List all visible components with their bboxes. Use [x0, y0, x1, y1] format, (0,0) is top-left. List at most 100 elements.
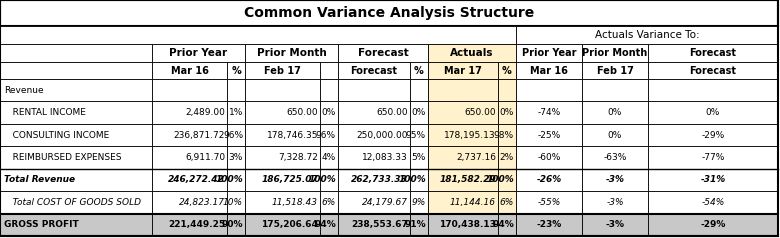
Bar — [410, 62, 428, 79]
Text: -60%: -60% — [537, 153, 561, 162]
Bar — [338, 191, 410, 213]
Text: Revenue: Revenue — [4, 86, 44, 95]
Text: 94%: 94% — [314, 220, 336, 229]
Text: 96%: 96% — [316, 131, 336, 139]
Text: 178,195.13: 178,195.13 — [445, 131, 496, 139]
Bar — [0, 146, 152, 169]
Text: 250,000.00: 250,000.00 — [356, 131, 408, 139]
Bar — [227, 124, 245, 146]
Bar — [516, 26, 778, 44]
Bar — [410, 146, 428, 169]
Bar — [582, 62, 648, 79]
Bar — [410, 169, 428, 191]
Text: -54%: -54% — [701, 198, 725, 207]
Text: -3%: -3% — [606, 198, 624, 207]
Bar — [152, 169, 227, 191]
Text: 2,737.16: 2,737.16 — [456, 153, 496, 162]
Text: Forecast: Forecast — [350, 65, 398, 75]
Text: CONSULTING INCOME: CONSULTING INCOME — [4, 131, 109, 139]
Text: Forecast: Forecast — [690, 48, 736, 58]
Bar — [245, 146, 320, 169]
Bar — [498, 146, 516, 169]
Bar — [428, 44, 516, 62]
Text: Total Revenue: Total Revenue — [4, 175, 75, 184]
Bar — [428, 213, 498, 236]
Bar — [245, 62, 320, 79]
Text: 94%: 94% — [492, 220, 514, 229]
Bar — [227, 79, 245, 101]
Text: 650.00: 650.00 — [286, 108, 318, 117]
Bar — [648, 62, 778, 79]
Bar — [428, 124, 498, 146]
Text: 650.00: 650.00 — [377, 108, 408, 117]
Text: 0%: 0% — [608, 131, 622, 139]
Text: 181,582.29: 181,582.29 — [439, 175, 496, 184]
Bar — [245, 124, 320, 146]
Bar — [0, 62, 152, 79]
Bar — [516, 213, 582, 236]
Text: 98%: 98% — [494, 131, 514, 139]
Bar — [0, 79, 152, 101]
Text: 91%: 91% — [404, 220, 426, 229]
Text: 96%: 96% — [223, 131, 243, 139]
Bar — [0, 0, 778, 26]
Bar — [152, 191, 227, 213]
Text: Forecast: Forecast — [357, 48, 409, 58]
Text: -25%: -25% — [537, 131, 561, 139]
Text: Common Variance Analysis Structure: Common Variance Analysis Structure — [244, 6, 534, 20]
Bar — [338, 62, 410, 79]
Bar — [0, 124, 152, 146]
Bar — [152, 44, 245, 62]
Bar — [227, 62, 245, 79]
Bar — [227, 169, 245, 191]
Text: %: % — [502, 65, 512, 75]
Bar — [498, 124, 516, 146]
Bar — [582, 124, 648, 146]
Bar — [582, 169, 648, 191]
Text: 0%: 0% — [500, 108, 514, 117]
Bar — [516, 101, 582, 124]
Bar — [227, 101, 245, 124]
Text: 0%: 0% — [412, 108, 426, 117]
Bar — [152, 101, 227, 124]
Text: 650.00: 650.00 — [464, 108, 496, 117]
Bar — [245, 213, 320, 236]
Bar — [582, 191, 648, 213]
Bar — [245, 191, 320, 213]
Bar — [516, 146, 582, 169]
Bar — [227, 146, 245, 169]
Bar — [516, 124, 582, 146]
Bar — [516, 62, 582, 79]
Bar — [152, 124, 227, 146]
Bar — [648, 146, 778, 169]
Text: 3%: 3% — [229, 153, 243, 162]
Text: GROSS PROFIT: GROSS PROFIT — [4, 220, 79, 229]
Text: 178,746.35: 178,746.35 — [267, 131, 318, 139]
Text: -26%: -26% — [537, 175, 562, 184]
Bar — [582, 213, 648, 236]
Bar — [0, 191, 152, 213]
Text: -3%: -3% — [605, 175, 625, 184]
Text: 11,518.43: 11,518.43 — [272, 198, 318, 207]
Bar — [516, 191, 582, 213]
Bar — [498, 191, 516, 213]
Text: 236,871.72: 236,871.72 — [174, 131, 225, 139]
Text: Actuals Variance To:: Actuals Variance To: — [594, 30, 700, 40]
Text: Prior Month: Prior Month — [583, 48, 647, 58]
Bar — [338, 79, 410, 101]
Bar — [152, 213, 227, 236]
Text: Prior Month: Prior Month — [257, 48, 326, 58]
Bar — [338, 213, 410, 236]
Bar — [338, 101, 410, 124]
Bar — [410, 124, 428, 146]
Bar — [338, 44, 428, 62]
Bar — [498, 169, 516, 191]
Bar — [245, 79, 320, 101]
Bar — [582, 44, 648, 62]
Text: 2,489.00: 2,489.00 — [185, 108, 225, 117]
Bar — [410, 101, 428, 124]
Text: 6%: 6% — [500, 198, 514, 207]
Bar — [227, 213, 245, 236]
Bar — [320, 191, 338, 213]
Bar — [0, 169, 152, 191]
